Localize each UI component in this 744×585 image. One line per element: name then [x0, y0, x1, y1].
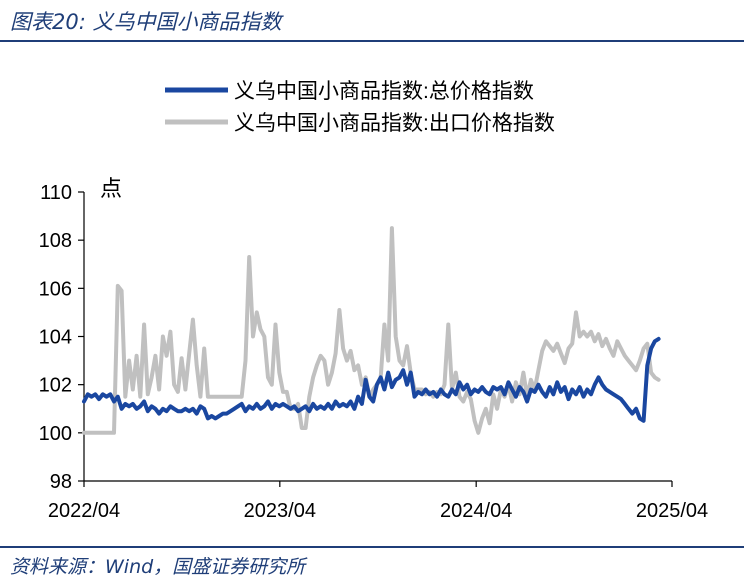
source-note: 资料来源：Wind，国盛证券研究所 — [10, 556, 306, 578]
line-chart: 98 100 102 104 106 108 110 2022/04 2023/04 2024/0… — [39, 80, 709, 522]
source-rule — [0, 546, 744, 548]
y-tick-label: 110 — [40, 182, 72, 204]
y-tick-label: 104 — [39, 327, 72, 349]
y-tick-label: 108 — [39, 230, 72, 252]
series-line-1 — [82, 336, 661, 423]
figure-title: 图表20: 义乌中国小商品指数 — [10, 10, 282, 34]
x-tick-label: 2022/04 — [48, 500, 120, 522]
y-tick-label: 100 — [39, 423, 72, 445]
y-axis-label: 点 — [100, 176, 122, 201]
x-tick-label: 2024/04 — [440, 500, 512, 522]
axis-layer: 98 100 102 104 106 108 110 2022/04 2023/04 2024/0… — [39, 182, 709, 522]
series-layer — [82, 226, 661, 435]
y-tick-label: 98 — [50, 471, 72, 493]
series-line-2 — [82, 226, 661, 435]
y-tick-label: 106 — [39, 278, 72, 300]
x-tick-label: 2023/04 — [244, 500, 316, 522]
title-rule — [0, 40, 744, 42]
x-tick-label: 2025/04 — [636, 500, 708, 522]
legend-label-1: 义乌中国小商品指数:总价格指数 — [234, 80, 534, 103]
y-tick-label: 102 — [39, 375, 72, 397]
legend-label-2: 义乌中国小商品指数:出口价格指数 — [234, 112, 555, 135]
